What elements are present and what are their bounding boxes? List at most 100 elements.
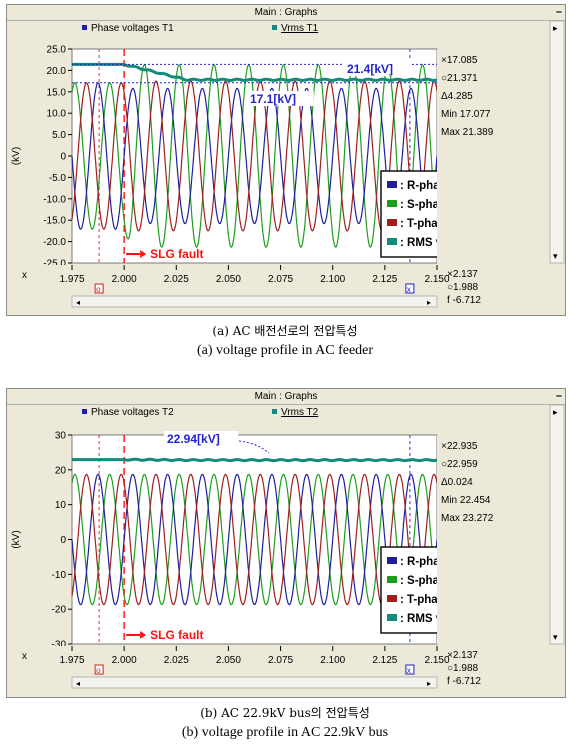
x-tick-label: 2.150 — [424, 655, 449, 666]
readout-panel — [437, 435, 550, 644]
y-tick-label: 15.0 — [47, 87, 67, 98]
graph-window-b: Main : Graphs – Phase voltages T2 Vrms T2… — [6, 388, 566, 698]
y-tick-label: 10.0 — [47, 109, 67, 120]
x-readout: ○1.988 — [447, 282, 479, 293]
y-tick-label: -10.0 — [43, 194, 66, 205]
fault-arrow-head — [140, 631, 147, 639]
legend-swatch-t — [387, 595, 397, 602]
fault-label: SLG fault — [150, 247, 203, 261]
readout-value: ×22.935 — [441, 441, 478, 452]
y-tick-label: 0 — [60, 535, 66, 546]
tab-marker — [82, 409, 87, 414]
x-tick-label: 2.025 — [164, 274, 189, 285]
scroll-right-icon: ▸ — [427, 679, 431, 688]
x-readout: f -6.712 — [447, 295, 481, 306]
tab-marker — [82, 25, 87, 30]
y-tick-label: -20 — [52, 605, 67, 616]
horizontal-scrollbar — [71, 676, 438, 689]
annotation-arrow — [238, 440, 270, 454]
graph-window-a: Main : Graphs – Phase voltages T1 Vrms T1… — [6, 4, 566, 316]
annotation-label: 17.1[kV] — [250, 92, 296, 106]
annotation-label: 21.4[kV] — [347, 62, 393, 76]
caption-a-kr: (a) AC 배전선로의 전압특성 — [212, 324, 358, 338]
scroll-arrow-icon: ▾ — [553, 632, 558, 642]
x-tick-label: 2.050 — [216, 655, 241, 666]
window-titlebar: Main : Graphs – — [7, 389, 565, 405]
x-tick-label: 2.150 — [424, 274, 449, 285]
window-title: Main : Graphs — [254, 7, 318, 18]
legend-swatch-r — [387, 181, 397, 188]
annotation-label: 22.94[kV] — [167, 432, 220, 446]
tab-label: Phase voltages T1 — [91, 23, 174, 34]
scroll-right-icon: ▸ — [427, 298, 431, 307]
x-readout: f -6.712 — [447, 676, 481, 687]
minimize-icon[interactable]: – — [555, 6, 562, 18]
cursor-o-icon: o — [96, 666, 101, 675]
vertical-scrollbar — [549, 21, 565, 264]
chart-a: Phase voltages T1 Vrms T1 25.0 20.0 15.0 10.0… — [7, 21, 565, 315]
x-tick-label: 1.975 — [59, 655, 84, 666]
tab-marker — [272, 25, 277, 30]
scroll-arrow-icon: ▸ — [553, 23, 558, 33]
y-axis-label: (kV) — [11, 147, 22, 165]
x-readout: ×2.137 — [447, 269, 478, 280]
window-titlebar: Main : Graphs – — [7, 5, 565, 21]
legend-swatch-t — [387, 219, 397, 226]
x-tick-label: 2.025 — [164, 655, 189, 666]
y-tick-label: 25.0 — [47, 45, 67, 56]
cursor-x-marker — [405, 283, 415, 294]
x-tick-label: 2.100 — [320, 655, 345, 666]
readout-value: Min 22.454 — [441, 495, 491, 506]
x-tick-label: 2.075 — [268, 655, 293, 666]
cursor-x-icon: x — [407, 666, 411, 675]
cursor-o-marker — [94, 283, 104, 294]
caption-b-en: (b) voltage profile in AC 22.9kV bus — [181, 725, 389, 740]
scroll-arrow-icon: ▾ — [553, 251, 558, 261]
y-tick-label: 10 — [55, 500, 67, 511]
x-readout: ○1.988 — [447, 663, 479, 674]
x-tick-label: 2.125 — [372, 274, 397, 285]
y-tick-label: -25.0 — [43, 259, 66, 270]
r-phase-series — [71, 473, 438, 606]
y-tick-label: 20 — [55, 465, 67, 476]
plot-area — [71, 434, 438, 645]
y-axis-label: (kV) — [11, 530, 22, 548]
legend-swatch-s — [387, 200, 397, 207]
t-phase-series — [71, 473, 438, 606]
y-tick-label: 0 — [60, 152, 66, 163]
y-tick-label: -30 — [52, 640, 67, 651]
x-tick-label: 2.100 — [320, 274, 345, 285]
x-tick-label: 2.125 — [372, 655, 397, 666]
readout-value: Max 23.272 — [441, 513, 494, 524]
cursor-x-marker — [405, 664, 415, 675]
fault-arrow-head — [140, 250, 147, 258]
annotation-bg — [164, 431, 239, 446]
chart-b: Phase voltages T2 Vrms T2 30 20 10 0 -10 -20 -30… — [7, 405, 565, 697]
vertical-scrollbar — [549, 405, 565, 645]
minimize-icon[interactable]: – — [555, 390, 562, 402]
x-tick-label: 2.050 — [216, 274, 241, 285]
y-tick-label: -15.0 — [43, 216, 66, 227]
scroll-arrow-icon: ▸ — [553, 407, 558, 417]
y-tick-label: -10 — [52, 570, 67, 581]
cursor-o-icon: o — [96, 285, 101, 294]
caption-a-en: (a) voltage profile in AC feeder — [196, 343, 374, 358]
readout-value: ○22.959 — [441, 459, 478, 470]
readout-value: ○21.371 — [441, 73, 478, 84]
readout-value: ×17.085 — [441, 55, 478, 66]
readout-value: Δ0.024 — [441, 477, 473, 488]
readout-value: Δ4.285 — [441, 91, 473, 102]
s-phase-series — [71, 63, 438, 249]
legend-swatch-s — [387, 576, 397, 583]
x-tick-label: 2.000 — [112, 274, 137, 285]
y-tick-label: -5.0 — [49, 173, 67, 184]
horizontal-scrollbar — [71, 295, 438, 308]
readout-value: Max 21.389 — [441, 127, 494, 138]
x-tick-label: 1.975 — [59, 274, 84, 285]
tab-label: Phase voltages T2 — [91, 407, 174, 418]
annotation-bg — [247, 91, 314, 106]
r-phase-series — [71, 82, 438, 230]
tab-strip — [72, 405, 437, 419]
x-readout: ×2.137 — [447, 650, 478, 661]
window-title: Main : Graphs — [254, 391, 318, 402]
